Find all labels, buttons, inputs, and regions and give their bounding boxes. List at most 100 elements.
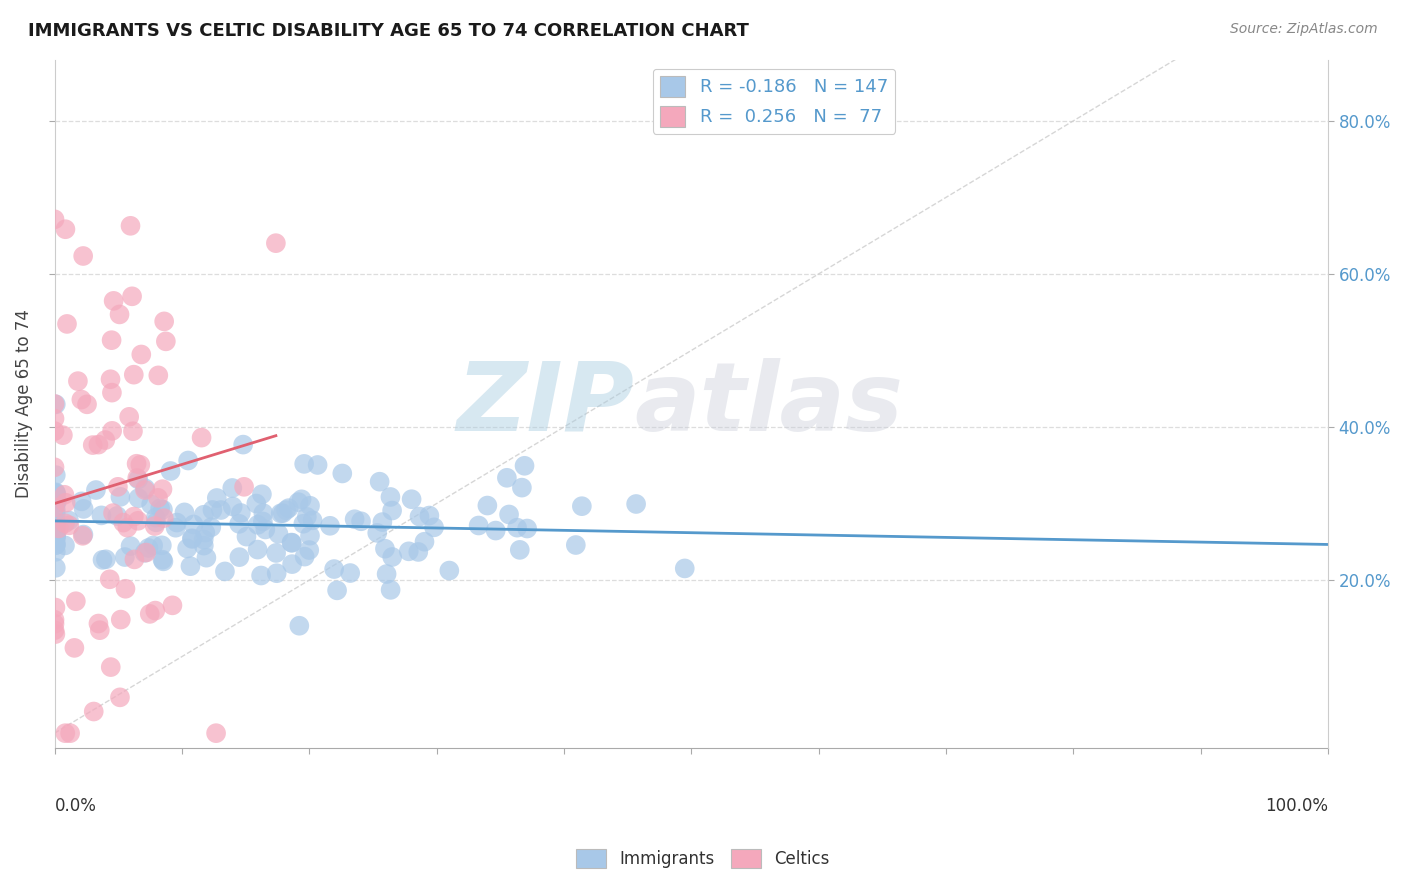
Point (70, 392, 93, 407)
Point (135, 545, 157, 559)
Point (246, 542, 269, 557)
Point (127, 471, 149, 485)
Point (65, 594, 87, 608)
Point (510, 481, 533, 495)
Point (44, 460, 66, 475)
Point (127, 514, 149, 528)
Point (173, 505, 195, 519)
Point (193, 508, 215, 522)
Point (307, 458, 329, 472)
Point (143, 604, 166, 618)
Point (44, 424, 66, 438)
Point (506, 521, 529, 535)
Point (100, 372, 122, 386)
Point (162, 599, 184, 613)
Point (118, 409, 141, 424)
Point (53, 516, 76, 531)
Point (201, 503, 224, 517)
Point (152, 552, 174, 566)
Point (52, 428, 75, 442)
Point (53, 726, 76, 740)
Point (45, 538, 67, 552)
Point (565, 538, 588, 552)
Point (55, 496, 77, 510)
Point (105, 508, 128, 523)
Point (235, 530, 257, 544)
Point (108, 307, 131, 321)
Point (423, 520, 446, 534)
Point (45, 545, 67, 559)
Legend: Immigrants, Celtics: Immigrants, Celtics (569, 842, 837, 875)
Point (413, 534, 436, 549)
Point (181, 532, 204, 546)
Point (274, 503, 297, 517)
Point (114, 549, 136, 564)
Point (319, 518, 342, 533)
Point (149, 501, 172, 516)
Point (66, 374, 89, 388)
Point (108, 690, 131, 705)
Point (114, 582, 136, 596)
Point (624, 497, 647, 511)
Point (374, 541, 396, 556)
Point (117, 521, 139, 535)
Point (45, 520, 67, 534)
Point (193, 539, 215, 553)
Point (571, 499, 593, 513)
Point (513, 458, 536, 473)
Point (76, 397, 98, 411)
Point (264, 546, 287, 560)
Point (380, 490, 402, 504)
Point (44, 397, 66, 411)
Point (245, 497, 267, 511)
Point (232, 437, 254, 451)
Point (45, 506, 67, 520)
Point (485, 524, 508, 538)
Point (323, 562, 346, 576)
Point (45, 487, 67, 501)
Point (228, 550, 250, 565)
Point (375, 567, 398, 582)
Point (90, 508, 112, 523)
Point (252, 506, 274, 520)
Point (516, 522, 538, 536)
Point (205, 491, 228, 505)
Point (200, 520, 222, 534)
Point (59, 726, 82, 740)
Point (291, 492, 314, 507)
Point (153, 511, 176, 525)
Point (138, 541, 160, 555)
Point (45, 529, 67, 543)
Point (63, 640, 86, 655)
Point (48, 521, 70, 535)
Point (146, 491, 169, 505)
Point (45, 561, 67, 575)
Point (271, 506, 294, 520)
Point (122, 509, 145, 524)
Point (45, 502, 67, 516)
Point (44, 212, 66, 227)
Point (209, 503, 232, 517)
Point (84, 483, 107, 497)
Point (45, 524, 67, 539)
Point (124, 552, 146, 566)
Point (266, 566, 288, 581)
Point (45, 487, 67, 501)
Text: 100.0%: 100.0% (1265, 797, 1329, 814)
Point (270, 507, 292, 521)
Point (98, 572, 121, 586)
Point (165, 521, 187, 535)
Point (176, 541, 198, 556)
Point (330, 467, 353, 481)
Point (190, 431, 212, 445)
Point (44, 623, 66, 637)
Point (103, 293, 125, 308)
Point (45, 517, 67, 532)
Point (101, 506, 124, 520)
Point (179, 559, 201, 574)
Point (125, 457, 148, 471)
Point (277, 501, 299, 516)
Point (72, 529, 94, 543)
Point (101, 385, 124, 400)
Point (107, 480, 129, 494)
